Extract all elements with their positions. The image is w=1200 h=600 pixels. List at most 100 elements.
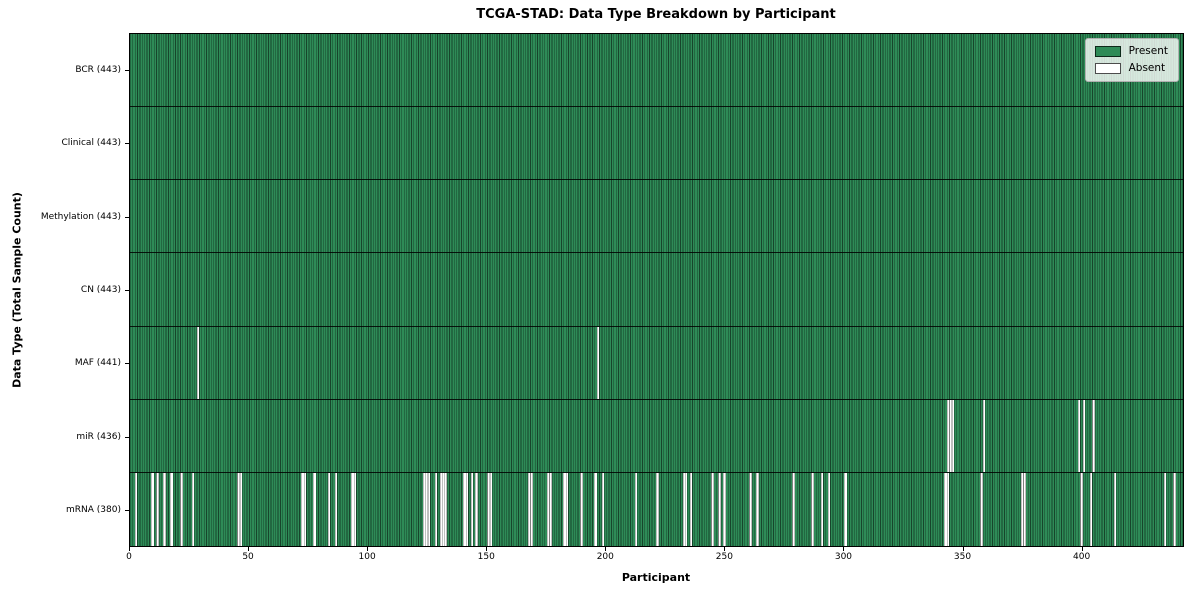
absent-stripe	[549, 472, 552, 546]
heatmap-rows	[130, 34, 1183, 546]
absent-stripe	[1082, 399, 1086, 472]
legend-label-present: Present	[1128, 45, 1168, 58]
legend: Present Absent	[1084, 38, 1179, 82]
y-axis-label: Data Type (Total Sample Count)	[10, 192, 24, 388]
absent-stripe	[353, 472, 357, 546]
absent-stripe	[156, 472, 159, 546]
ytick-mark	[125, 363, 129, 365]
row-BCR	[130, 34, 1183, 108]
absent-swatch-icon	[1094, 63, 1121, 74]
absent-stripe	[196, 326, 200, 399]
absent-stripe	[980, 472, 983, 546]
absent-stripe	[1077, 399, 1081, 472]
absent-stripe	[1089, 472, 1093, 546]
absent-stripe	[1023, 472, 1026, 546]
absent-stripe	[170, 472, 174, 546]
row-MAF	[130, 326, 1183, 400]
absent-stripe	[134, 472, 138, 546]
ytick-label-CN: CN (443)	[80, 285, 121, 295]
xtick-mark	[724, 547, 726, 551]
absent-stripe	[444, 472, 447, 546]
absent-stripe	[756, 472, 759, 546]
absent-stripe	[427, 472, 431, 546]
absent-stripe	[475, 472, 478, 546]
xtick-mark	[962, 547, 964, 551]
ytick-mark	[125, 290, 129, 291]
chart-title: TCGA-STAD: Data Type Breakdown by Partic…	[476, 7, 836, 22]
absent-stripe	[151, 472, 154, 546]
xtick-label-50: 50	[242, 552, 254, 562]
absent-stripe	[722, 472, 726, 546]
absent-stripe	[470, 472, 474, 546]
absent-stripe	[303, 472, 307, 546]
absent-stripe	[334, 472, 338, 546]
row-Methylation	[130, 180, 1183, 254]
absent-stripe	[1163, 472, 1167, 546]
xtick-label-350: 350	[953, 552, 972, 562]
xtick-mark	[1081, 547, 1083, 551]
xtick-mark	[248, 547, 250, 551]
absent-stripe	[601, 472, 605, 546]
absent-stripe	[1173, 472, 1176, 546]
ytick-label-Clinical: Clinical (443)	[61, 138, 121, 149]
xtick-label-250: 250	[715, 552, 733, 562]
absent-stripe	[580, 472, 583, 546]
ytick-label-Methylation: Methylation (443)	[40, 211, 121, 222]
absent-stripe	[434, 472, 438, 546]
absent-stripe	[327, 472, 331, 546]
absent-stripe	[689, 472, 693, 546]
xtick-mark	[367, 547, 369, 551]
ytick-mark	[125, 69, 129, 71]
xtick-mark	[843, 547, 845, 551]
absent-stripe	[718, 472, 721, 546]
row-Clinical	[130, 107, 1183, 181]
absent-stripe	[684, 472, 688, 546]
absent-stripe	[596, 326, 600, 399]
absent-stripe	[634, 472, 638, 546]
ytick-mark	[125, 143, 129, 145]
ytick-mark	[125, 216, 129, 218]
legend-item-absent: Absent	[1094, 62, 1168, 75]
absent-stripe	[594, 472, 597, 546]
absent-stripe	[820, 472, 824, 546]
absent-stripe	[844, 472, 848, 546]
ytick-mark	[125, 510, 129, 512]
absent-stripe	[827, 472, 831, 546]
legend-label-absent: Absent	[1128, 62, 1166, 75]
absent-stripe	[465, 472, 469, 546]
absent-stripe	[163, 472, 166, 546]
absent-stripe	[711, 472, 714, 546]
absent-stripe	[792, 472, 795, 546]
absent-stripe	[239, 472, 243, 546]
row-miR	[130, 399, 1183, 473]
row-mRNA	[130, 472, 1183, 546]
xtick-mark	[486, 547, 488, 551]
absent-stripe	[982, 399, 986, 472]
xtick-label-200: 200	[596, 552, 614, 562]
absent-stripe	[180, 472, 183, 546]
ytick-mark	[125, 436, 129, 438]
x-axis-label: Participant	[621, 571, 691, 584]
absent-stripe	[811, 472, 814, 546]
ytick-label-BCR: BCR (443)	[75, 64, 121, 75]
present-swatch-icon	[1094, 46, 1121, 57]
plot-area: Present Absent	[129, 33, 1184, 547]
xtick-mark	[605, 547, 607, 551]
xtick-label-0: 0	[126, 552, 132, 562]
legend-item-present: Present	[1094, 45, 1168, 58]
absent-stripe	[313, 472, 316, 546]
xtick-label-150: 150	[477, 552, 495, 562]
absent-stripe	[530, 472, 533, 546]
xtick-label-100: 100	[358, 552, 376, 562]
absent-stripe	[951, 399, 955, 472]
absent-stripe	[1092, 399, 1095, 472]
absent-stripe	[749, 472, 752, 546]
absent-stripe	[946, 472, 950, 546]
absent-stripe	[489, 472, 493, 546]
row-CN	[130, 253, 1183, 327]
xtick-label-400: 400	[1073, 552, 1091, 562]
absent-stripe	[191, 472, 195, 546]
xtick-mark	[129, 547, 130, 551]
absent-stripe	[1113, 472, 1117, 546]
